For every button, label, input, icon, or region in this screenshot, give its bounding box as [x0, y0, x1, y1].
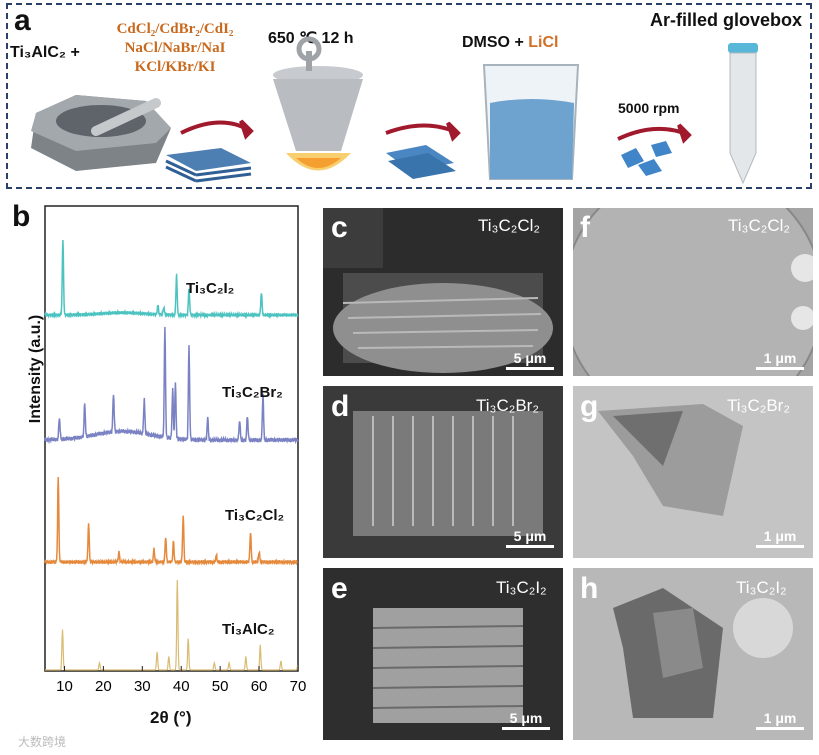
solvent-text: DMSO +	[462, 34, 524, 51]
crucible-icon	[273, 36, 363, 171]
salt-line-3: KCl/KBr/KI	[134, 59, 216, 75]
precursor-label: Ti₃AlC₂ +	[10, 44, 80, 62]
scale-text-e: 5 μm	[509, 710, 543, 726]
synthesis-scheme	[6, 3, 812, 189]
xrd-trace-3	[45, 579, 299, 671]
panel-label-h: h	[580, 572, 599, 605]
xrd-trace-0	[44, 239, 299, 320]
glovebox-label: Ar-filled glovebox	[650, 10, 803, 30]
dispersed-flakes-icon	[621, 141, 672, 176]
x-tick-label-3: 40	[173, 678, 190, 695]
panel-label-g: g	[580, 390, 599, 423]
x-axis-label: 2θ (°)	[150, 708, 192, 727]
salt-line-2: NaCl/NaBr/NaI	[124, 40, 226, 56]
scheme-illustration	[31, 36, 758, 185]
panel-label-d: d	[331, 390, 350, 423]
scale-text-c: 5 μm	[513, 350, 547, 366]
licl-text: LiCl	[528, 34, 559, 51]
panel-label-f: f	[580, 211, 590, 244]
xrd-trace-1	[44, 326, 299, 445]
salt-line-1: CdCl₂/CdBr₂/CdI₂	[116, 21, 234, 37]
x-tick-label-0: 10	[56, 678, 73, 695]
scale-text-f: 1 μm	[763, 350, 797, 366]
tem-image-f	[573, 208, 813, 376]
panel-label-c: c	[331, 211, 348, 244]
image-label-g: Ti₃C₂Br₂	[727, 396, 790, 415]
series-label-cl2: Ti₃C₂Cl₂	[225, 507, 285, 524]
xrd-chart: 10 20 30 40 50 60 70	[44, 205, 307, 695]
scale-bar-d: 5 μm	[506, 528, 554, 548]
tem-image-g	[573, 386, 813, 558]
sem-image-c	[323, 208, 563, 376]
x-tick-label-4: 50	[212, 678, 229, 695]
plus-sign: +	[70, 44, 80, 61]
tem-image-h	[573, 568, 813, 740]
x-tick-label-5: 60	[251, 678, 268, 695]
x-tick-label-6: 70	[290, 678, 307, 695]
beaker-icon	[482, 64, 580, 180]
scale-text-h: 1 μm	[763, 710, 797, 726]
scale-bar-e: 5 μm	[502, 710, 550, 730]
scale-text-g: 1 μm	[763, 528, 797, 544]
flake-stack-icon	[386, 145, 456, 179]
image-label-h: Ti₃C₂I₂	[736, 578, 787, 597]
image-label-d: Ti₃C₂Br₂	[476, 396, 539, 415]
image-label-c: Ti₃C₂Cl₂	[478, 216, 540, 235]
precursor-text: Ti₃AlC₂	[10, 44, 66, 61]
x-tick-label-1: 20	[95, 678, 112, 695]
layered-max-icon	[165, 148, 252, 183]
scale-bar-h: 1 μm	[756, 710, 804, 730]
arrow-icon	[180, 119, 692, 144]
panel-label-b: b	[12, 200, 31, 233]
scale-bar-f: 1 μm	[756, 350, 804, 370]
sem-image-e	[323, 568, 563, 740]
x-tick-label-2: 30	[134, 678, 151, 695]
sem-image-d	[323, 386, 563, 558]
series-label-i2: Ti₃C₂I₂	[186, 280, 235, 297]
scale-bar-g: 1 μm	[756, 528, 804, 548]
mortar-icon	[31, 95, 171, 171]
image-label-e: Ti₃C₂I₂	[496, 578, 547, 597]
centrifuge-speed: 5000 rpm	[618, 100, 680, 116]
watermark: 大数跨境	[18, 735, 67, 749]
salt-list: CdCl₂/CdBr₂/CdI₂ NaCl/NaBr/NaI KCl/KBr/K…	[90, 20, 260, 77]
centrifuge-tube-icon	[728, 43, 758, 185]
scale-bar-c: 5 μm	[506, 350, 554, 370]
panel-label-a: a	[14, 4, 31, 37]
image-label-f: Ti₃C₂Cl₂	[728, 216, 790, 235]
series-label-br2: Ti₃C₂Br₂	[222, 384, 283, 401]
solvent-label: DMSO + LiCl	[462, 34, 558, 52]
scale-text-d: 5 μm	[513, 528, 547, 544]
series-label-alc2: Ti₃AlC₂	[222, 621, 275, 638]
xrd-trace-2	[44, 476, 299, 567]
panel-label-e: e	[331, 572, 348, 605]
